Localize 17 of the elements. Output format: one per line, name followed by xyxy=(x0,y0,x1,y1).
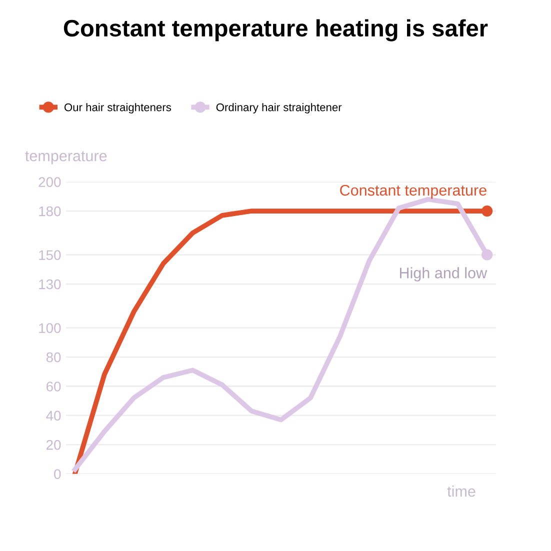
y-tick-label: 180 xyxy=(39,206,61,216)
y-tick-label: 130 xyxy=(39,279,61,290)
y-tick-label: 200 xyxy=(38,177,61,187)
y-axis-title: temperature xyxy=(25,151,107,164)
y-tick-label: 80 xyxy=(46,352,61,362)
y-tick-label: 20 xyxy=(46,440,61,450)
y-tick-label: 60 xyxy=(46,382,61,392)
y-tick-label: 40 xyxy=(46,410,61,421)
chart-title: Constant temperature heating is safer xyxy=(64,19,488,42)
y-tick-label: 100 xyxy=(39,323,61,334)
legend-label: Ordinary hair straightener xyxy=(216,103,342,114)
annotation: High and low xyxy=(400,267,488,282)
annotation: Constant temperature xyxy=(340,184,486,199)
y-tick-label: 0 xyxy=(54,469,61,480)
y-tick-label: 150 xyxy=(39,250,61,260)
legend-label: Our hair straighteners xyxy=(64,103,172,114)
x-axis-title: time xyxy=(447,486,476,497)
